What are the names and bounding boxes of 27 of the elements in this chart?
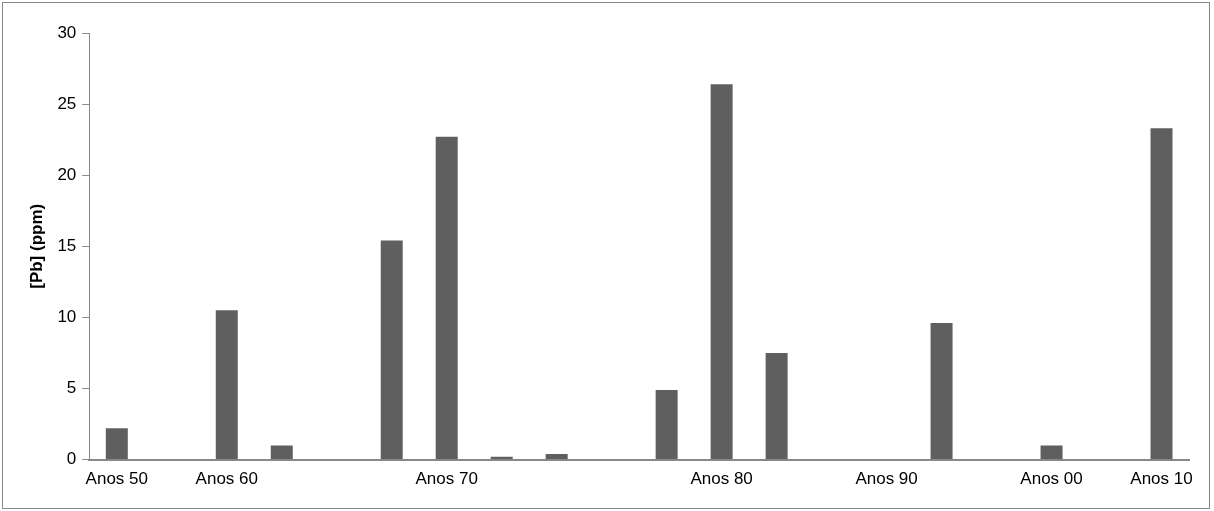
x-tick-label: Anos 70 [415, 469, 478, 489]
y-tick-label: 10 [57, 307, 77, 327]
bar [270, 445, 293, 460]
bar [655, 389, 678, 460]
bar [435, 136, 458, 460]
x-tick-label: Anos 00 [1020, 469, 1083, 489]
bar [105, 428, 128, 460]
x-tick-label: Anos 50 [85, 469, 148, 489]
bar [930, 323, 953, 460]
bar [545, 453, 568, 460]
bar [1150, 128, 1173, 460]
x-tick-label: Anos 60 [195, 469, 258, 489]
bar [380, 240, 403, 460]
bar [1040, 445, 1063, 460]
y-tick-label: 15 [57, 235, 77, 255]
x-tick-label: Anos 90 [855, 469, 918, 489]
bar [710, 84, 733, 460]
y-tick-label: 25 [57, 93, 77, 113]
bar [215, 310, 238, 460]
y-tick-label: 20 [57, 164, 77, 184]
x-tick-label: Anos 10 [1130, 469, 1193, 489]
y-axis-title: [Pb] (ppm) [26, 203, 46, 289]
bar [765, 352, 788, 460]
y-tick-label: 5 [66, 378, 77, 398]
y-tick-label: 30 [57, 22, 77, 42]
x-tick-label: Anos 80 [690, 469, 753, 489]
y-tick-label: 0 [66, 449, 77, 469]
